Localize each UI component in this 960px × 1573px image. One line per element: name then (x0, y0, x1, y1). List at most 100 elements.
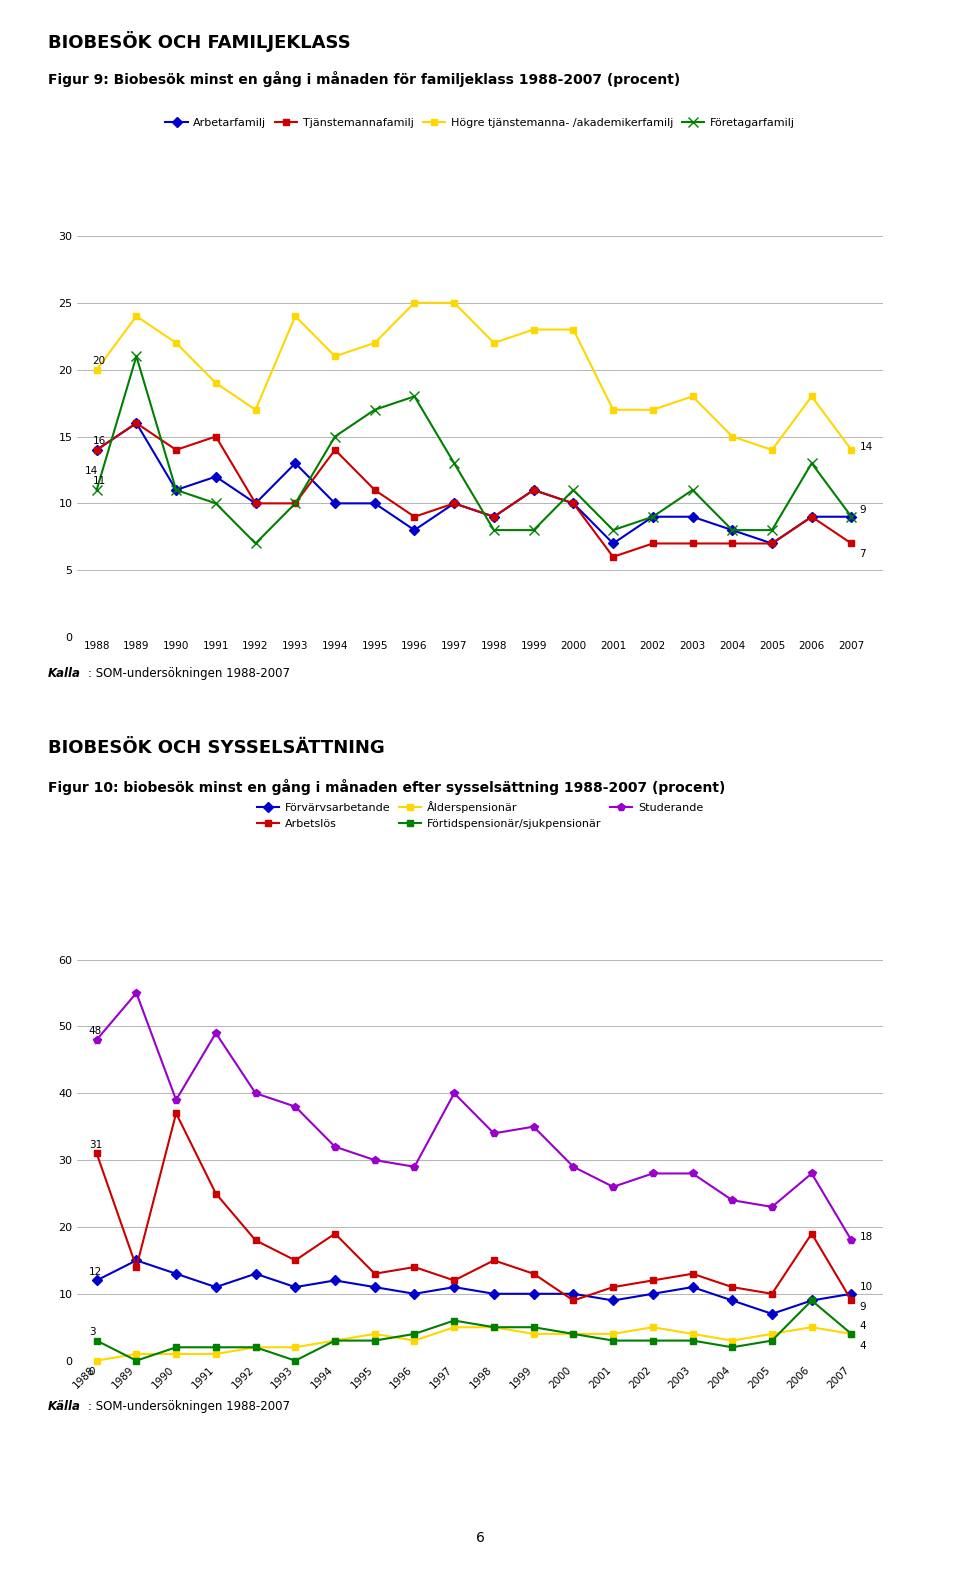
Högre tjänstemanna- /akademikerfamilj (170, 333, 181, 352)
Tjänstemannafamilj (131, 414, 142, 433)
Tjänstemannafamilj (250, 494, 261, 513)
Studerande (488, 1123, 499, 1142)
Förvärvsarbetande (528, 1284, 540, 1302)
Studerande (567, 1158, 579, 1177)
Arbetarfamilj (806, 507, 818, 525)
Förvärvsarbetande (210, 1277, 222, 1296)
Text: 14: 14 (84, 466, 98, 477)
Studerande (91, 1030, 103, 1049)
Arbetslös (647, 1271, 659, 1290)
Högre tjänstemanna- /akademikerfamilj (409, 293, 420, 311)
Studerande (170, 1090, 181, 1109)
Förtidspensionär/sjukpensionär (647, 1331, 659, 1350)
Högre tjänstemanna- /akademikerfamilj (608, 401, 619, 420)
Förtidspensionär/sjukpensionär (329, 1331, 341, 1350)
Ålderspensionär (250, 1337, 261, 1356)
Arbetarfamilj (170, 481, 181, 500)
Högre tjänstemanna- /akademikerfamilj (806, 387, 818, 406)
Studerande (448, 1084, 460, 1103)
Text: 0: 0 (88, 1367, 95, 1378)
Line: Tjänstemannafamilj: Tjänstemannafamilj (93, 420, 855, 560)
Förvärvsarbetande (488, 1284, 499, 1302)
Studerande (766, 1197, 778, 1216)
Företagarfamilj (766, 521, 778, 540)
Högre tjänstemanna- /akademikerfamilj (210, 373, 222, 392)
Line: Arbetarfamilj: Arbetarfamilj (93, 420, 855, 547)
Arbetarfamilj (369, 494, 380, 513)
Tjänstemannafamilj (488, 507, 499, 525)
Förtidspensionär/sjukpensionär (409, 1324, 420, 1343)
Företagarfamilj (686, 481, 698, 500)
Förvärvsarbetande (369, 1277, 380, 1296)
Ålderspensionär (528, 1324, 540, 1343)
Förtidspensionär/sjukpensionär (806, 1291, 818, 1310)
Legend: Förvärvsarbetande, Arbetslös, Ålderspensionär, Förtidspensionär/sjukpensionär, S: Förvärvsarbetande, Arbetslös, Ålderspens… (252, 796, 708, 834)
Ålderspensionär (91, 1351, 103, 1370)
Arbetarfamilj (488, 507, 499, 525)
Högre tjänstemanna- /akademikerfamilj (91, 360, 103, 379)
Text: 9: 9 (859, 1302, 866, 1312)
Ålderspensionär (766, 1324, 778, 1343)
Högre tjänstemanna- /akademikerfamilj (567, 321, 579, 340)
Företagarfamilj (647, 507, 659, 525)
Förtidspensionär/sjukpensionär (131, 1351, 142, 1370)
Line: Studerande: Studerande (92, 989, 855, 1244)
Förtidspensionär/sjukpensionär (488, 1318, 499, 1337)
Ålderspensionär (290, 1337, 301, 1356)
Tjänstemannafamilj (686, 535, 698, 554)
Line: Högre tjänstemanna- /akademikerfamilj: Högre tjänstemanna- /akademikerfamilj (93, 299, 855, 453)
Förtidspensionär/sjukpensionär (369, 1331, 380, 1350)
Text: 12: 12 (88, 1268, 102, 1277)
Line: Förtidspensionär/sjukpensionär: Förtidspensionär/sjukpensionär (93, 1298, 855, 1364)
Tjänstemannafamilj (170, 440, 181, 459)
Ålderspensionär (131, 1345, 142, 1364)
Högre tjänstemanna- /akademikerfamilj (250, 401, 261, 420)
Arbetarfamilj (686, 507, 698, 525)
Arbetarfamilj (846, 507, 857, 525)
Förvärvsarbetande (806, 1291, 818, 1310)
Arbetslös (766, 1284, 778, 1302)
Arbetarfamilj (329, 494, 341, 513)
Studerande (608, 1177, 619, 1195)
Tjänstemannafamilj (846, 535, 857, 554)
Förvärvsarbetande (766, 1304, 778, 1323)
Tjänstemannafamilj (448, 494, 460, 513)
Text: 18: 18 (859, 1232, 873, 1243)
Arbetslös (329, 1224, 341, 1243)
Text: Källa: Källa (48, 1400, 81, 1413)
Högre tjänstemanna- /akademikerfamilj (727, 428, 738, 447)
Arbetarfamilj (91, 440, 103, 459)
Tjänstemannafamilj (91, 440, 103, 459)
Förtidspensionär/sjukpensionär (290, 1351, 301, 1370)
Högre tjänstemanna- /akademikerfamilj (448, 293, 460, 311)
Ålderspensionär (846, 1324, 857, 1343)
Tjänstemannafamilj (528, 481, 540, 500)
Tjänstemannafamilj (766, 535, 778, 554)
Legend: Arbetarfamilj, Tjänstemannafamilj, Högre tjänstemanna- /akademikerfamilj, Företa: Arbetarfamilj, Tjänstemannafamilj, Högre… (161, 113, 799, 132)
Tjänstemannafamilj (409, 507, 420, 525)
Förtidspensionär/sjukpensionär (727, 1337, 738, 1356)
Högre tjänstemanna- /akademikerfamilj (329, 346, 341, 365)
Arbetarfamilj (290, 455, 301, 473)
Förvärvsarbetande (250, 1265, 261, 1284)
Företagarfamilj (329, 428, 341, 447)
Tjänstemannafamilj (647, 535, 659, 554)
Förtidspensionär/sjukpensionär (170, 1337, 181, 1356)
Text: 11: 11 (93, 477, 106, 486)
Förvärvsarbetande (131, 1251, 142, 1269)
Arbetarfamilj (608, 535, 619, 554)
Tjänstemannafamilj (567, 494, 579, 513)
Tjänstemannafamilj (210, 428, 222, 447)
Företagarfamilj (727, 521, 738, 540)
Förvärvsarbetande (290, 1277, 301, 1296)
Ålderspensionär (567, 1324, 579, 1343)
Högre tjänstemanna- /akademikerfamilj (766, 440, 778, 459)
Högre tjänstemanna- /akademikerfamilj (846, 440, 857, 459)
Text: 48: 48 (88, 1027, 102, 1037)
Förtidspensionär/sjukpensionär (766, 1331, 778, 1350)
Högre tjänstemanna- /akademikerfamilj (528, 321, 540, 340)
Ålderspensionär (488, 1318, 499, 1337)
Arbetslös (131, 1258, 142, 1277)
Studerande (290, 1098, 301, 1117)
Text: 14: 14 (859, 442, 873, 451)
